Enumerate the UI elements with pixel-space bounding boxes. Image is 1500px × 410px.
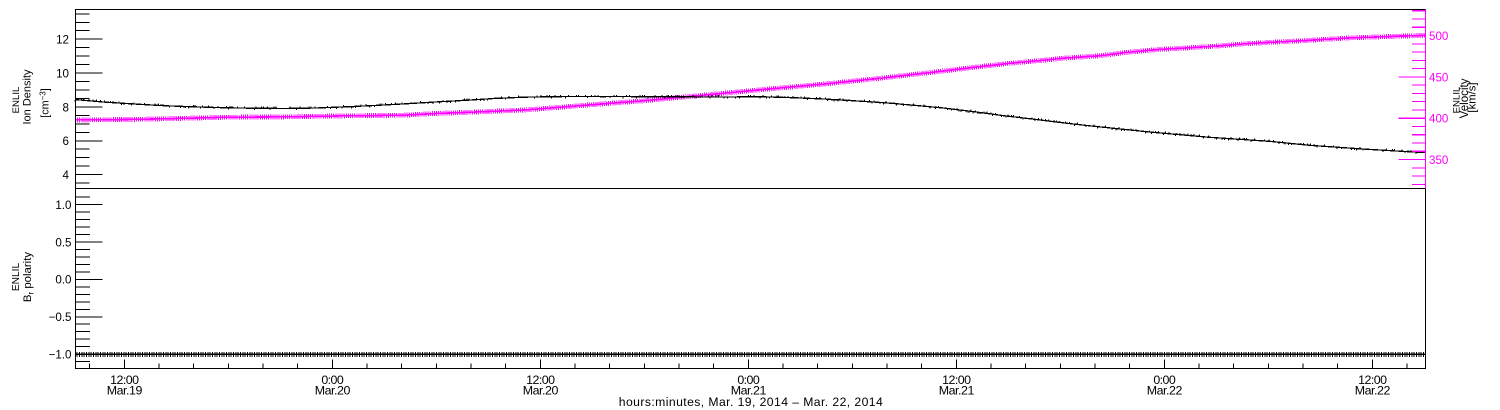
svg-text:[km/s]: [km/s] <box>1467 82 1479 112</box>
svg-text:hours:minutes, Mar. 19, 2014 –: hours:minutes, Mar. 19, 2014 – Mar. 22, … <box>619 395 883 409</box>
svg-text:4: 4 <box>63 169 70 182</box>
svg-text:400: 400 <box>1429 113 1448 126</box>
svg-text:Ion Density: Ion Density <box>22 69 34 125</box>
svg-text:500: 500 <box>1429 30 1448 43</box>
svg-text:Mar.20: Mar.20 <box>315 383 351 397</box>
svg-text:8: 8 <box>63 101 69 114</box>
svg-text:ENLIL: ENLIL <box>11 263 22 292</box>
svg-text:10: 10 <box>56 67 69 80</box>
svg-text:0:00: 0:00 <box>321 373 344 387</box>
svg-text:Mar.22: Mar.22 <box>1355 383 1391 397</box>
svg-text:12:00: 12:00 <box>110 373 139 387</box>
svg-text:ENLIL: ENLIL <box>1452 86 1463 113</box>
svg-text:6: 6 <box>63 135 69 148</box>
svg-text:ENLIL: ENLIL <box>11 86 22 113</box>
svg-text:1.0: 1.0 <box>55 199 71 212</box>
svg-text:12: 12 <box>56 34 69 47</box>
svg-text:450: 450 <box>1429 71 1448 84</box>
svg-text:0:00: 0:00 <box>737 373 760 387</box>
svg-text:12:00: 12:00 <box>942 373 971 387</box>
svg-text:0.5: 0.5 <box>55 236 71 249</box>
svg-text:0:00: 0:00 <box>1153 373 1176 387</box>
svg-text:−1.0: −1.0 <box>49 349 72 362</box>
svg-text:Mar.22: Mar.22 <box>1147 383 1183 397</box>
svg-text:0.0: 0.0 <box>55 274 71 287</box>
svg-text:350: 350 <box>1429 154 1448 167</box>
svg-text:Mar.19: Mar.19 <box>107 383 143 397</box>
svg-text:−0.5: −0.5 <box>49 311 72 324</box>
svg-text:Mar.21: Mar.21 <box>939 383 975 397</box>
svg-text:Mar.20: Mar.20 <box>523 383 559 397</box>
svg-text:Mar.21: Mar.21 <box>731 383 767 397</box>
svg-text:Velocity: Velocity <box>1458 78 1471 118</box>
svg-text:12:00: 12:00 <box>1358 373 1387 387</box>
svg-text:Br polarity: Br polarity <box>22 252 35 302</box>
svg-text:12:00: 12:00 <box>526 373 555 387</box>
